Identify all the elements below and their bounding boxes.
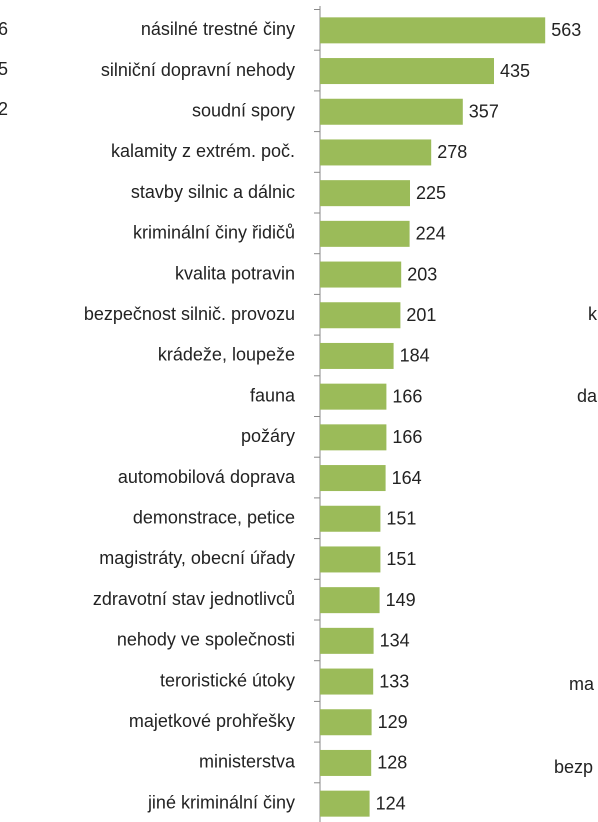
bar bbox=[320, 424, 387, 451]
value-label: 435 bbox=[500, 61, 530, 81]
value-label: 224 bbox=[416, 224, 446, 244]
category-label: bezpečnost silnič. provozu bbox=[84, 304, 295, 324]
fragment-label: da bbox=[577, 386, 598, 406]
bar bbox=[320, 383, 387, 410]
value-label: 357 bbox=[469, 102, 499, 122]
value-label: 134 bbox=[380, 631, 410, 651]
category-label: silniční dopravní nehody bbox=[101, 60, 295, 80]
fragment-label: k bbox=[588, 304, 598, 324]
bar bbox=[320, 98, 463, 125]
category-label: zdravotní stav jednotlivců bbox=[93, 589, 295, 609]
category-label: kriminální činy řidičů bbox=[133, 223, 295, 243]
bar bbox=[320, 261, 402, 288]
bar bbox=[320, 139, 432, 166]
category-label: automobilová doprava bbox=[118, 467, 296, 487]
category-label: násilné trestné činy bbox=[141, 19, 295, 39]
value-label: 164 bbox=[392, 468, 422, 488]
bar bbox=[320, 180, 410, 207]
value-label: 184 bbox=[400, 346, 430, 366]
category-label: soudní spory bbox=[192, 101, 295, 121]
fragment-label: 6 bbox=[0, 19, 8, 39]
value-label: 124 bbox=[376, 793, 406, 813]
category-label: magistráty, obecní úřady bbox=[99, 548, 295, 568]
value-label: 128 bbox=[377, 753, 407, 773]
bar bbox=[320, 58, 494, 85]
value-label: 133 bbox=[379, 671, 409, 691]
value-label: 129 bbox=[378, 712, 408, 732]
bar bbox=[320, 505, 381, 532]
bar bbox=[320, 587, 380, 614]
value-label: 225 bbox=[416, 183, 446, 203]
category-label: jiné kriminální činy bbox=[147, 792, 295, 812]
category-label: stavby silnic a dálnic bbox=[131, 182, 295, 202]
category-label: nehody ve společnosti bbox=[117, 630, 295, 650]
value-label: 203 bbox=[407, 264, 437, 284]
category-label: kvalita potravin bbox=[175, 263, 295, 283]
bar bbox=[320, 302, 401, 329]
value-label: 151 bbox=[386, 549, 416, 569]
fragment-label: 5 bbox=[0, 59, 8, 79]
value-label: 201 bbox=[406, 305, 436, 325]
category-label: požáry bbox=[241, 426, 295, 446]
category-label: fauna bbox=[250, 385, 296, 405]
bar bbox=[320, 17, 546, 44]
bar bbox=[320, 627, 374, 654]
bar bbox=[320, 546, 381, 573]
bar bbox=[320, 709, 372, 736]
bar bbox=[320, 342, 394, 369]
category-label: teroristické útoky bbox=[160, 670, 295, 690]
category-label: krádeže, loupeže bbox=[158, 345, 295, 365]
value-label: 151 bbox=[386, 509, 416, 529]
bar bbox=[320, 668, 374, 695]
value-label: 278 bbox=[437, 142, 467, 162]
category-label: kalamity z extrém. poč. bbox=[111, 141, 295, 161]
value-label: 149 bbox=[386, 590, 416, 610]
bar bbox=[320, 220, 410, 247]
fragment-label: bezp bbox=[554, 757, 593, 777]
fragment-label: ma bbox=[569, 674, 595, 694]
fragment-label: 2 bbox=[0, 99, 8, 119]
category-label: demonstrace, petice bbox=[133, 508, 295, 528]
category-label: majetkové prohřešky bbox=[129, 711, 295, 731]
bar bbox=[320, 790, 370, 817]
bar bbox=[320, 465, 386, 492]
value-label: 166 bbox=[392, 427, 422, 447]
bar bbox=[320, 749, 372, 776]
value-label: 166 bbox=[392, 386, 422, 406]
category-label: ministerstva bbox=[199, 752, 296, 772]
value-label: 563 bbox=[551, 20, 581, 40]
